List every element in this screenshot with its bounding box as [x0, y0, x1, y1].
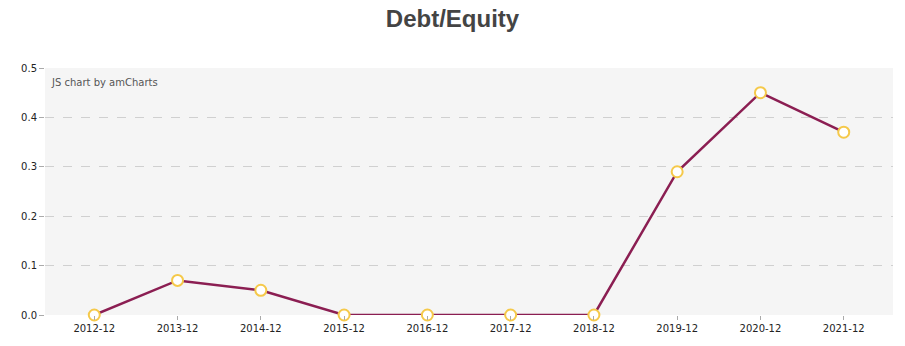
svg-text:Debt/Equity: Debt/Equity [386, 5, 520, 32]
svg-text:2016-12: 2016-12 [406, 323, 448, 334]
svg-text:0.4: 0.4 [21, 112, 37, 123]
svg-text:2020-12: 2020-12 [740, 323, 782, 334]
svg-text:2021-12: 2021-12 [823, 323, 865, 334]
svg-text:2017-12: 2017-12 [490, 323, 532, 334]
svg-text:2018-12: 2018-12 [573, 323, 615, 334]
svg-text:2013-12: 2013-12 [157, 323, 199, 334]
svg-text:2014-12: 2014-12 [240, 323, 282, 334]
svg-text:2012-12: 2012-12 [73, 323, 115, 334]
svg-text:2019-12: 2019-12 [656, 323, 698, 334]
svg-text:0.3: 0.3 [21, 161, 37, 172]
svg-text:JS chart by amCharts: JS chart by amCharts [51, 77, 158, 88]
svg-text:0.0: 0.0 [21, 310, 37, 321]
svg-text:2015-12: 2015-12 [323, 323, 365, 334]
svg-text:0.5: 0.5 [21, 63, 37, 74]
svg-text:0.1: 0.1 [21, 260, 37, 271]
svg-text:0.2: 0.2 [21, 211, 37, 222]
